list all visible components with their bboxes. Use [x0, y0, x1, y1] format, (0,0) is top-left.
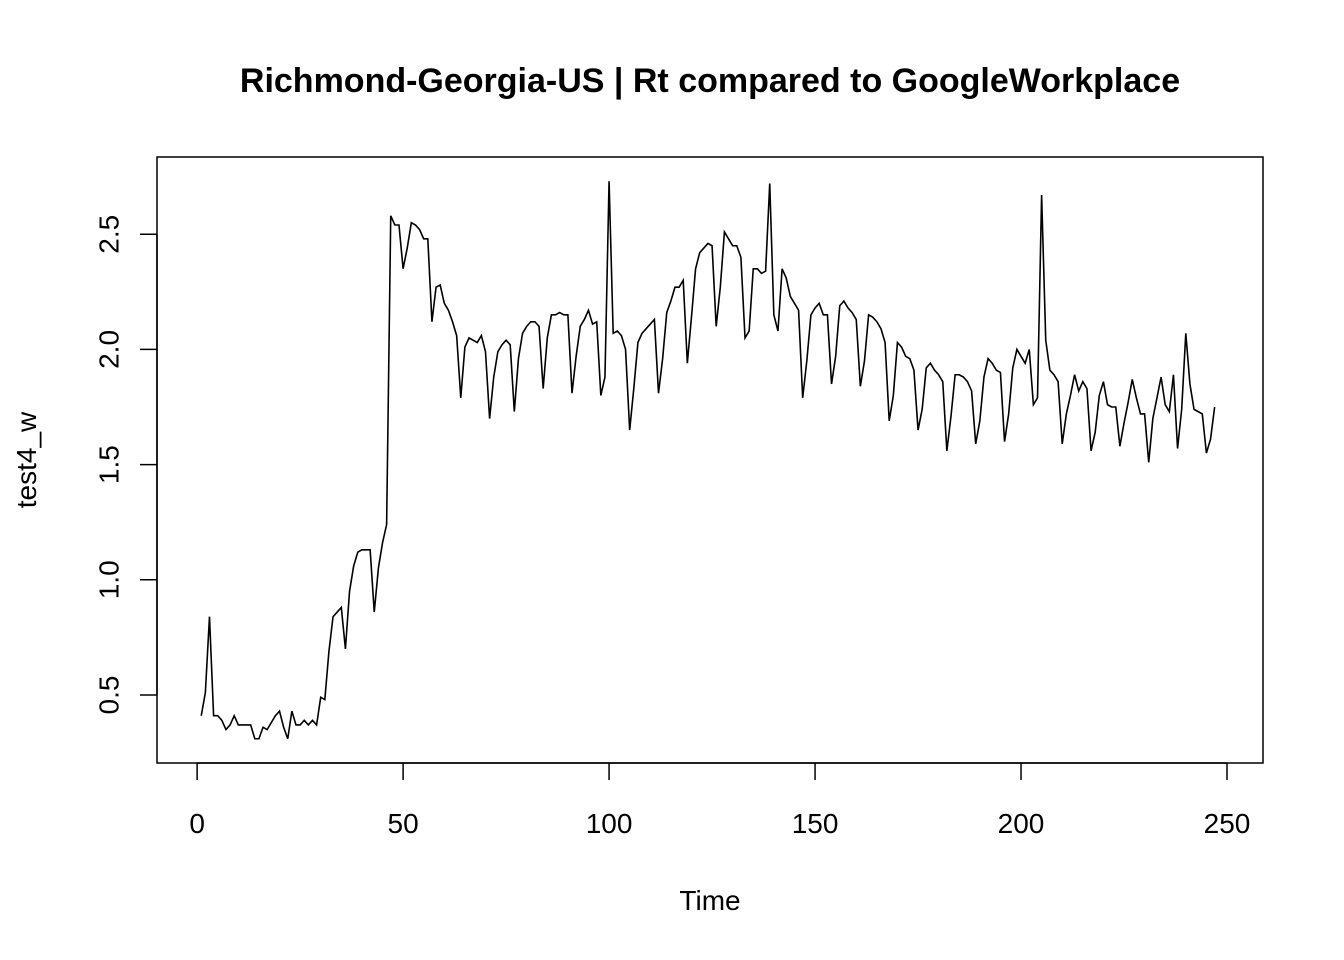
x-tick-label: 250	[1204, 808, 1251, 839]
x-tick-label: 50	[388, 808, 419, 839]
y-tick-label: 2.0	[93, 330, 124, 369]
y-axis: 0.5 1.0 1.5 2.0 2.5	[93, 215, 158, 715]
y-tick-label: 1.5	[93, 445, 124, 484]
x-axis: 0 50 100 150 200 250	[189, 762, 1251, 839]
y-tick-label: 0.5	[93, 676, 124, 715]
x-axis-label: Time	[679, 885, 740, 916]
x-tick-label: 0	[189, 808, 205, 839]
x-tick-label: 200	[998, 808, 1045, 839]
plot-frame	[156, 156, 1264, 764]
y-axis-label: test4_w	[11, 411, 42, 508]
y-tick-label: 2.5	[93, 215, 124, 254]
x-tick-label: 100	[586, 808, 633, 839]
x-tick-label: 150	[792, 808, 839, 839]
series-line	[200, 181, 1216, 740]
chart-title: Richmond-Georgia-US | Rt compared to Goo…	[240, 62, 1180, 100]
y-tick-label: 1.0	[93, 560, 124, 599]
